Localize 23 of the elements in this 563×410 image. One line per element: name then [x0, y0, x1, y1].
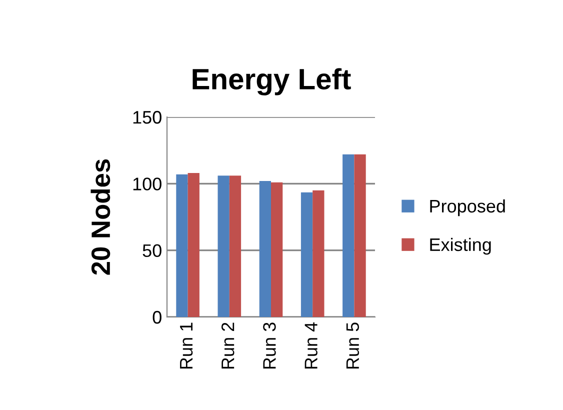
x-tick-label: Run 1 — [180, 322, 193, 369]
x-tick-label: Run 2 — [221, 322, 234, 369]
y-tick-label: 100 — [133, 178, 162, 190]
chart-title: Energy Left — [192, 68, 351, 96]
bar — [176, 174, 188, 317]
x-tick-label: Run 3 — [263, 322, 276, 369]
legend-label: Proposed — [430, 199, 505, 216]
bar — [218, 176, 230, 317]
bar — [259, 181, 271, 317]
y-axis-title: 20 Nodes — [90, 159, 110, 275]
bar — [354, 154, 366, 317]
y-tick-label: 50 — [142, 244, 162, 258]
bar — [342, 154, 354, 317]
x-tick-label: Run 5 — [346, 322, 360, 369]
bar — [188, 173, 200, 317]
y-tick-label: 150 — [133, 110, 162, 124]
y-tick-label: 0 — [152, 310, 162, 324]
x-tick-label: Run 4 — [304, 322, 318, 369]
bar — [271, 182, 283, 317]
legend-label: Existing — [430, 238, 491, 255]
bar — [312, 190, 324, 317]
bar — [229, 176, 242, 317]
bar — [300, 192, 313, 317]
